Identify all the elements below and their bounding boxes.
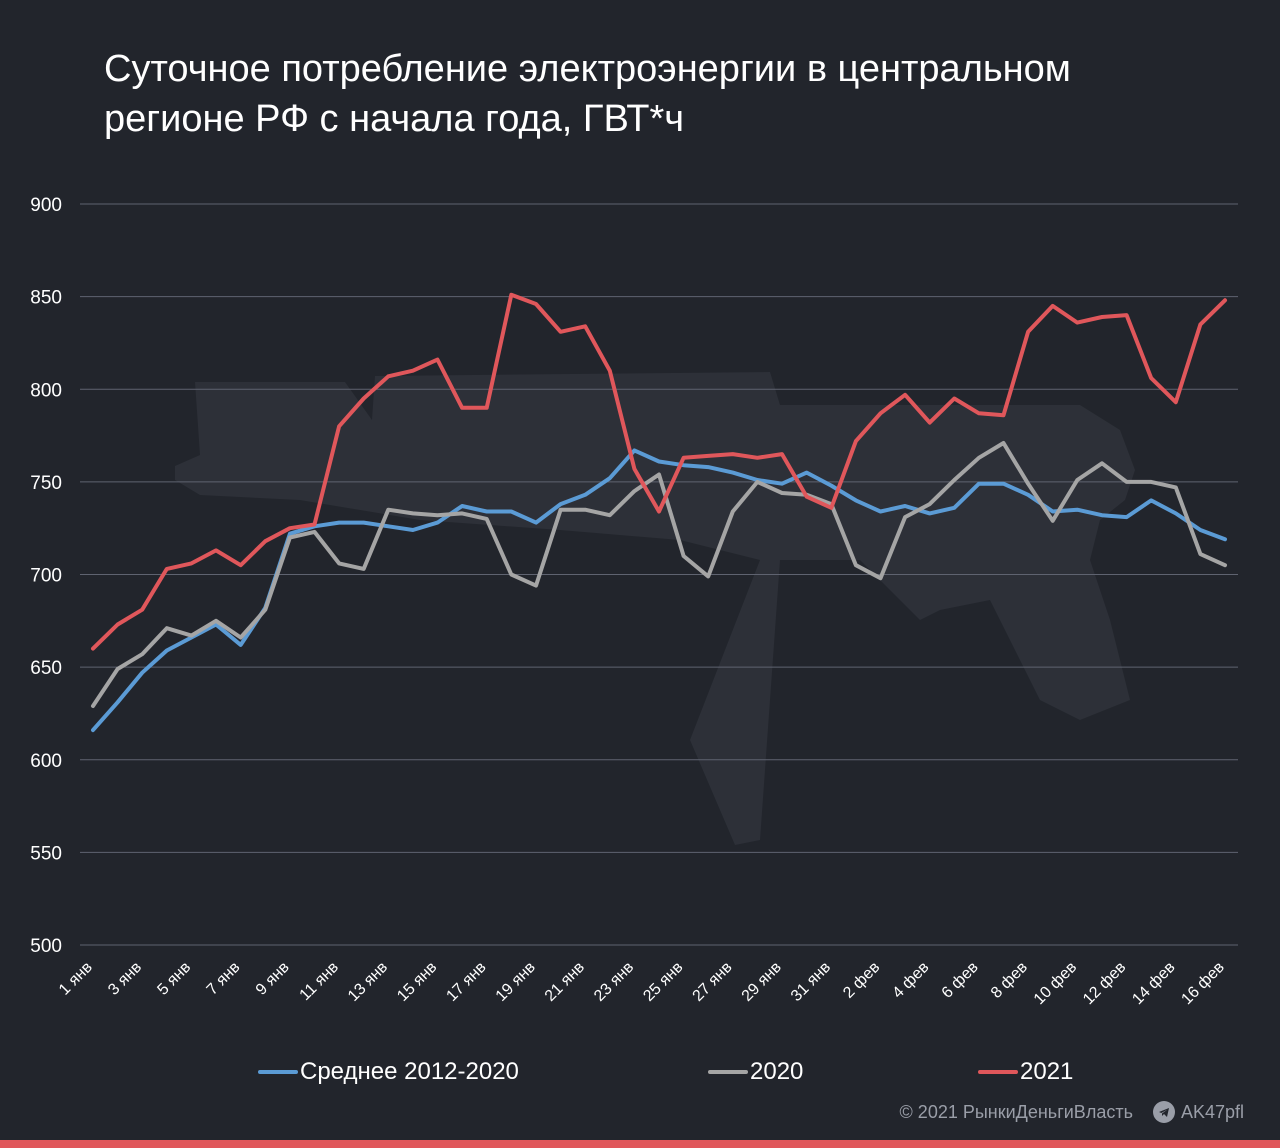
legend-item-avg: Среднее 2012-2020 [258, 1058, 519, 1086]
x-tick-label: 31 янв [788, 959, 834, 1005]
x-tick-label: 25 янв [640, 959, 686, 1005]
y-tick-label: 550 [30, 843, 62, 864]
x-tick-label: 1 янв [56, 959, 96, 999]
x-tick-label: 29 янв [739, 959, 785, 1005]
legend-item-2020: 2020 [708, 1058, 803, 1086]
x-tick-label: 7 янв [204, 959, 244, 999]
x-tick-label: 12 фев [1080, 959, 1129, 1008]
y-tick-label: 700 [30, 566, 62, 587]
x-tick-label: 13 янв [345, 959, 391, 1005]
y-tick-label: 900 [30, 195, 62, 216]
y-tick-label: 500 [30, 936, 62, 957]
x-tick-label: 3 янв [105, 959, 145, 999]
x-tick-label: 4 фев [889, 959, 932, 1002]
y-axis: 500 550 600 650 700 750 800 850 900 [30, 195, 62, 957]
copyright-text: © 2021 РынкиДеньгиВласть [899, 1101, 1133, 1122]
x-axis: 1 янв 3 янв 5 янв 7 янв 9 янв 11 янв 13 янв 15 … [56, 959, 1228, 1008]
x-tick-label: 23 янв [591, 959, 637, 1005]
legend-label-2020: 2020 [750, 1058, 804, 1085]
y-tick-label: 850 [30, 288, 62, 309]
x-tick-label: 10 фев [1031, 959, 1080, 1008]
x-tick-label: 16 фев [1178, 959, 1227, 1008]
x-tick-label: 11 янв [297, 959, 342, 1004]
chart-title: Суточное потребление электроэнергии в це… [104, 48, 1071, 140]
telegram-icon [1152, 1101, 1175, 1123]
y-tick-label: 800 [30, 380, 62, 401]
legend-label-2021: 2021 [1020, 1058, 1074, 1085]
x-tick-label: 5 янв [154, 959, 194, 999]
x-tick-label: 14 фев [1129, 959, 1178, 1008]
x-tick-label: 17 янв [443, 959, 489, 1005]
telegram-handle[interactable]: AK47pfl [1180, 1101, 1244, 1122]
x-tick-label: 6 фев [939, 959, 982, 1002]
series-line-2021 [91, 292, 1227, 651]
x-tick-label: 9 янв [253, 959, 293, 999]
x-tick-label: 27 янв [690, 959, 736, 1005]
x-tick-label: 8 фев [988, 959, 1031, 1002]
x-tick-label: 19 янв [493, 959, 539, 1005]
footer-accent-bar [0, 1140, 1280, 1148]
series-lines [91, 292, 1227, 733]
x-tick-label: 2 фев [840, 959, 883, 1002]
legend-label-avg: Среднее 2012-2020 [300, 1058, 519, 1085]
y-tick-label: 600 [30, 751, 62, 772]
legend-swatch-2020 [708, 1070, 748, 1074]
series-line-2020 [91, 441, 1227, 708]
y-tick-label: 650 [30, 658, 62, 679]
x-tick-label: 15 янв [394, 959, 440, 1005]
y-tick-label: 750 [30, 473, 62, 494]
watermark-silhouette [175, 372, 1135, 845]
legend-swatch-2021 [978, 1070, 1018, 1074]
x-tick-label: 21 янв [542, 959, 588, 1005]
legend-swatch-avg [258, 1070, 298, 1074]
legend-item-2021: 2021 [978, 1058, 1073, 1086]
footer: © 2021 РынкиДеньгиВласть AK47pfl [900, 1100, 1244, 1124]
grid-lines [80, 203, 1238, 946]
legend: Среднее 2012-2020 2020 2021 [0, 1058, 1280, 1098]
